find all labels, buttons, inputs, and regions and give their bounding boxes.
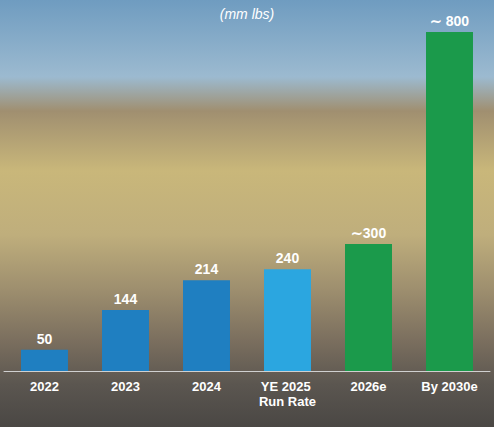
svg-text:YE 2025: YE 2025: [261, 379, 315, 394]
svg-text:∼ 800: ∼ 800: [430, 13, 469, 29]
svg-text:144: 144: [114, 291, 138, 307]
svg-text:214: 214: [195, 261, 219, 277]
svg-text:2023: 2023: [111, 379, 140, 394]
svg-text:By 2030e: By 2030e: [421, 379, 477, 394]
svg-text:240: 240: [276, 250, 300, 266]
svg-text:2022: 2022: [30, 379, 59, 394]
svg-text:(mm lbs): (mm lbs): [220, 6, 274, 22]
svg-text:2026e: 2026e: [350, 379, 386, 394]
svg-text:Run Rate: Run Rate: [259, 394, 316, 409]
svg-text:2024: 2024: [192, 379, 222, 394]
svg-text:∼300: ∼300: [351, 225, 387, 241]
svg-text:50: 50: [37, 331, 53, 347]
